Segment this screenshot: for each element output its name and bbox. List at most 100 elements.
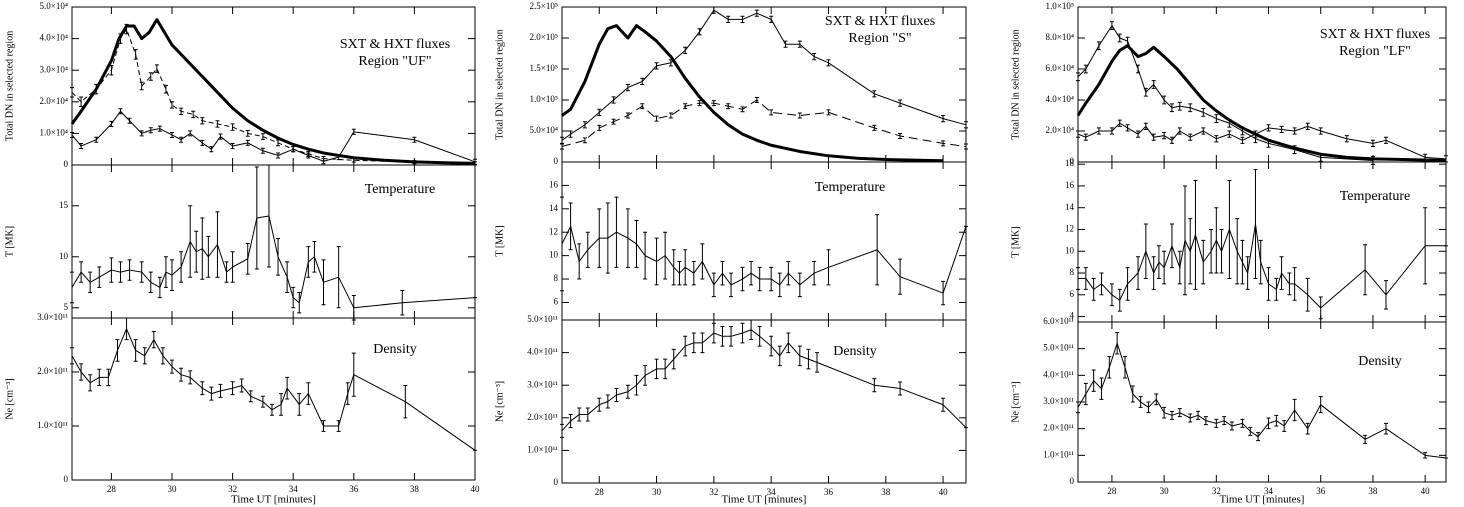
error-bar bbox=[1125, 36, 1130, 46]
error-bar bbox=[1274, 277, 1279, 301]
error-bar bbox=[1344, 135, 1349, 143]
y-tick-label: 2.0×10¹¹ bbox=[527, 412, 558, 422]
error-bar bbox=[941, 115, 946, 123]
error-bar bbox=[729, 326, 734, 347]
series-line bbox=[1077, 25, 1373, 161]
error-bar bbox=[769, 335, 774, 357]
error-bar bbox=[634, 220, 639, 268]
error-bar bbox=[1188, 218, 1193, 285]
error-bar bbox=[188, 205, 193, 278]
error-bar bbox=[729, 272, 734, 298]
error-bar bbox=[1253, 130, 1258, 138]
error-bar bbox=[700, 332, 705, 354]
y-tick-label: 5.0×10⁴ bbox=[530, 125, 558, 135]
error-bar bbox=[1091, 277, 1096, 301]
error-bar bbox=[625, 384, 630, 399]
error-bar bbox=[1117, 119, 1122, 127]
error-bar bbox=[248, 390, 253, 403]
error-bar bbox=[749, 260, 754, 286]
series-line bbox=[1076, 44, 1447, 162]
error-bar bbox=[1083, 267, 1088, 290]
error-bar bbox=[1305, 122, 1310, 130]
error-bar bbox=[769, 109, 774, 116]
y-tick-label: 1.0×10⁵ bbox=[530, 94, 558, 104]
plot-frame bbox=[1077, 161, 1447, 323]
y-tick-label: 6 bbox=[554, 297, 559, 307]
error-bar bbox=[1188, 413, 1193, 423]
series-line bbox=[561, 225, 967, 294]
error-bar bbox=[188, 130, 193, 137]
error-bar bbox=[1122, 356, 1127, 379]
error-bar bbox=[169, 359, 174, 374]
error-bar bbox=[148, 271, 153, 293]
error-bar bbox=[351, 352, 356, 397]
error-bar bbox=[1240, 418, 1245, 428]
error-bar bbox=[964, 143, 968, 150]
error-bar bbox=[1305, 422, 1310, 435]
y-tick-label: 1.0×10¹¹ bbox=[527, 444, 558, 454]
error-bar bbox=[872, 124, 877, 131]
y-tick-label: 18 bbox=[1065, 158, 1075, 168]
error-bar bbox=[625, 84, 630, 92]
error-bar bbox=[1156, 245, 1161, 279]
error-bar bbox=[169, 101, 174, 109]
error-bar bbox=[224, 261, 229, 283]
error-bar bbox=[1169, 223, 1174, 269]
error-bar bbox=[1240, 126, 1245, 136]
error-bar bbox=[1109, 127, 1114, 135]
error-bar bbox=[400, 289, 405, 316]
x-tick-label: 28 bbox=[107, 484, 117, 494]
error-bar bbox=[941, 280, 946, 306]
error-bar bbox=[179, 367, 184, 382]
error-bar bbox=[157, 125, 162, 132]
y-tick-label: 1.5×10⁵ bbox=[530, 63, 558, 73]
error-bar bbox=[777, 345, 782, 367]
error-bar bbox=[1109, 283, 1114, 307]
error-bar bbox=[786, 332, 791, 354]
x-tick-label: 32 bbox=[1212, 486, 1221, 496]
error-bar bbox=[245, 243, 250, 275]
y-tick-label: 3.0×10⁴ bbox=[40, 64, 68, 74]
error-bar bbox=[209, 146, 214, 153]
x-tick-label: 38 bbox=[1368, 486, 1378, 496]
error-bar bbox=[898, 381, 903, 396]
error-bar bbox=[826, 109, 831, 116]
error-bar bbox=[1151, 133, 1156, 141]
x-tick-label: 40 bbox=[939, 487, 949, 497]
error-bar bbox=[568, 130, 573, 138]
error-bar bbox=[276, 237, 281, 276]
annotation: Temperature bbox=[815, 180, 886, 195]
error-bar bbox=[640, 77, 645, 85]
error-bar bbox=[1287, 272, 1292, 296]
annotation: SXT & HXT fluxes bbox=[825, 14, 935, 29]
error-bar bbox=[1169, 103, 1174, 113]
y-tick-label: 4.0×10¹¹ bbox=[1043, 369, 1074, 379]
error-bar bbox=[1162, 95, 1167, 105]
error-bar bbox=[260, 133, 265, 140]
error-bar bbox=[1266, 267, 1271, 301]
x-axis-label: Time UT [minutes] bbox=[231, 494, 316, 506]
x-tick-label: 38 bbox=[410, 484, 420, 494]
error-bar bbox=[1201, 108, 1206, 117]
error-bar bbox=[769, 266, 774, 292]
plot-frame bbox=[561, 319, 967, 484]
error-bar bbox=[1099, 377, 1104, 400]
error-bar bbox=[812, 53, 817, 61]
error-bar bbox=[139, 81, 144, 91]
error-bar bbox=[1125, 124, 1130, 132]
error-bar bbox=[1162, 406, 1167, 419]
annotation: Region "UF" bbox=[358, 54, 431, 69]
error-bar bbox=[560, 423, 564, 438]
y-axis-label: Ne [cm⁻³] bbox=[494, 381, 505, 422]
error-bar bbox=[200, 217, 205, 280]
error-bar bbox=[230, 143, 235, 150]
error-bar bbox=[757, 326, 762, 347]
error-bar bbox=[1130, 385, 1135, 403]
error-bar bbox=[109, 257, 114, 283]
error-bar bbox=[473, 158, 477, 165]
error-bar bbox=[1154, 393, 1159, 406]
error-bar bbox=[1235, 218, 1240, 285]
error-bar bbox=[577, 407, 582, 422]
annotation: Density bbox=[833, 344, 877, 359]
x-tick-label: 34 bbox=[289, 484, 299, 494]
